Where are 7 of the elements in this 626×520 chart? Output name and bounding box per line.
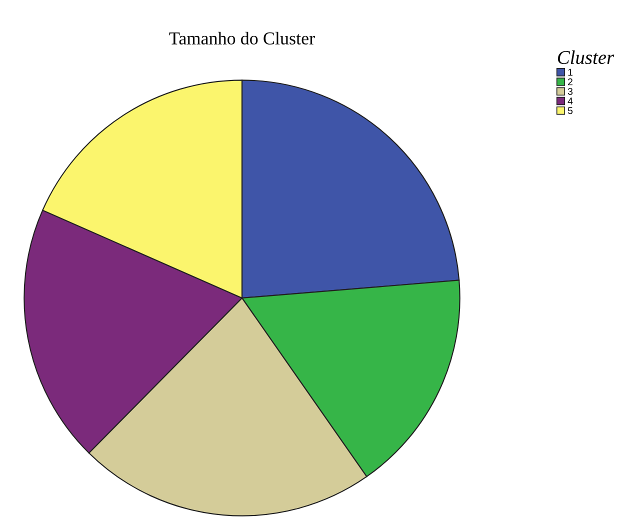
legend-title: Cluster	[558, 50, 614, 64]
legend-label: 1	[568, 68, 572, 76]
legend-label: 2	[568, 78, 572, 86]
chart-title: Tamanho do Cluster	[169, 32, 315, 45]
legend-label: 4	[568, 98, 573, 104]
legend-label: 5	[568, 107, 573, 114]
legend-label: 3	[568, 88, 573, 95]
